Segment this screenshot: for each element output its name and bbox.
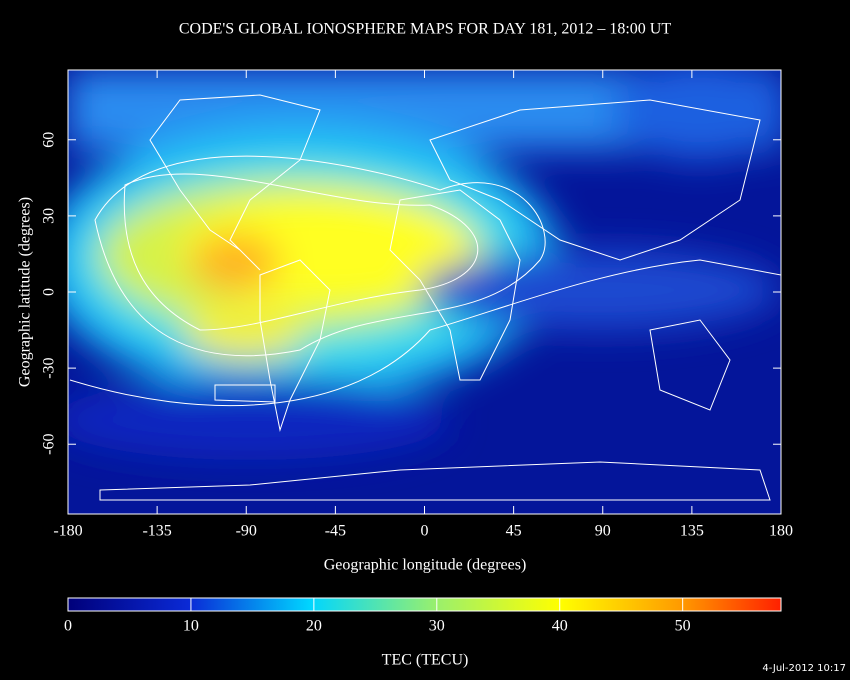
timestamp: 4-Jul-2012 10:17 [762,663,846,674]
colorbar-tick-label: 30 [429,618,445,635]
y-tick-label: 30 [41,208,58,224]
chart-title: CODE'S GLOBAL IONOSPHERE MAPS FOR DAY 18… [179,21,671,38]
x-tick-label: 0 [421,523,429,540]
x-tick-label: -45 [325,523,346,540]
colorbar-tick-label: 10 [183,618,199,635]
colorbar [67,597,782,612]
y-tick-label: -60 [41,434,58,455]
colorbar-tick-label: 50 [675,618,691,635]
x-tick-label: 90 [595,523,611,540]
colorbar-label: TEC (TECU) [382,652,469,669]
y-axis-label: Geographic latitude (degrees) [17,197,34,387]
x-tick-label: 135 [680,523,704,540]
y-tick-label: 60 [41,132,58,148]
colorbar-tick-label: 20 [306,618,322,635]
tec-field [68,70,781,460]
x-tick-label: -135 [142,523,171,540]
colorbar-tick-label: 40 [552,618,568,635]
y-tick-label: -30 [41,357,58,378]
colorbar-tick-label: 0 [64,618,72,635]
y-tick-label: 0 [41,288,58,296]
x-tick-label: 180 [769,523,793,540]
x-tick-label: -180 [53,523,82,540]
coastlines [69,94,781,501]
x-tick-label: 45 [506,523,522,540]
x-axis-label: Geographic longitude (degrees) [324,557,527,574]
x-tick-label: -90 [236,523,257,540]
tec-map [68,70,781,514]
